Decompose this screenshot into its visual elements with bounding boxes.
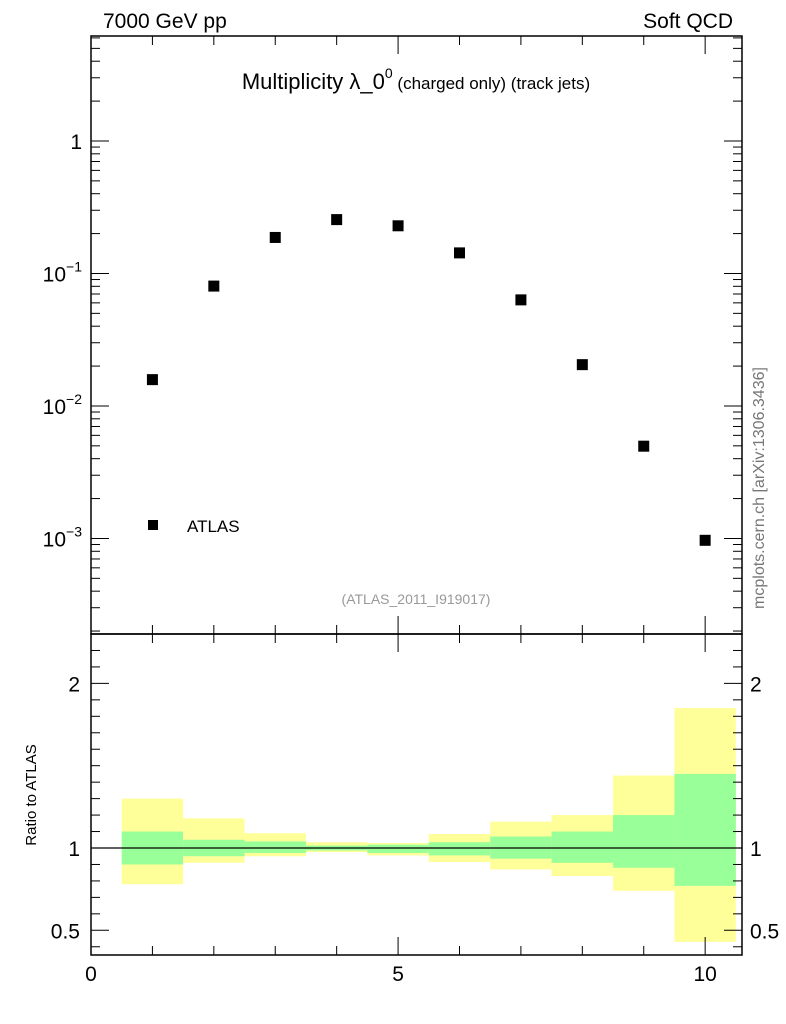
main-y-tick-label: 10−2: [43, 391, 83, 419]
x-tick-label: 10: [693, 963, 716, 986]
stat-uncertainty-band-6: [428, 842, 491, 856]
ratio-y-tick-label-left: 1: [68, 838, 80, 861]
legend-label-atlas: ATLAS: [187, 517, 240, 536]
data-point-2: [208, 280, 220, 292]
data-point-4: [331, 214, 343, 226]
main-y-tick-label: 10−3: [43, 523, 83, 551]
chart-title-main: Multiplicity λ_0: [242, 69, 385, 94]
header-left-label: 7000 GeV pp: [103, 10, 227, 33]
data-point-6: [453, 247, 465, 259]
stat-uncertainty-band-10: [674, 773, 736, 886]
chart-title-sup: 0: [385, 65, 393, 81]
x-tick-label: 0: [85, 963, 97, 986]
ratio-y-tick-label-right: 0.5: [750, 920, 779, 943]
data-point-3: [269, 231, 281, 243]
data-point-8: [576, 359, 588, 371]
data-point-7: [515, 294, 527, 306]
atlas-data-points: [146, 214, 711, 546]
ratio-y-tick-label-right: 1: [750, 838, 762, 861]
main-panel-frame: [90, 35, 743, 635]
ratio-uncertainty-bands: [121, 708, 736, 942]
ratio-y-axis-label: Ratio to ATLAS: [23, 744, 40, 845]
x-tick-label: 5: [392, 963, 404, 986]
source-watermark: mcplots.cern.ch [arXiv:1306.3436]: [751, 367, 768, 609]
ratio-y-tick-label-left: 0.5: [51, 920, 80, 943]
data-point-5: [392, 220, 404, 232]
legend-marker: [148, 520, 158, 530]
chart-title-tail: (charged only) (track jets): [393, 74, 590, 93]
main-axis-ticks: 1 10−1 10−2 10−3: [43, 36, 742, 634]
stat-uncertainty-band-8: [551, 831, 614, 863]
chart-title: Multiplicity λ_00 (charged only) (track …: [242, 65, 590, 94]
analysis-reference: (ATLAS_2011_I919017): [342, 591, 491, 607]
header-right-label: Soft QCD: [643, 10, 733, 33]
ratio-y-tick-label-right: 2: [750, 673, 762, 696]
stat-uncertainty-band-9: [613, 815, 675, 868]
ratio-y-tick-label-left: 2: [68, 673, 80, 696]
data-point-10: [699, 534, 711, 546]
data-point-9: [638, 440, 650, 452]
main-panel: Multiplicity λ_00 (charged only) (track …: [43, 35, 743, 635]
main-y-tick-label: 1: [70, 131, 82, 154]
stat-uncertainty-band-3: [244, 841, 306, 853]
data-point-1: [146, 374, 158, 386]
ratio-panel-frame: [90, 633, 743, 956]
ratio-axis-ticks: 0.5 0.5 1 1 2 2 0 5 10: [51, 634, 779, 986]
stat-uncertainty-band-5: [367, 844, 429, 853]
ratio-panel: 0.5 0.5 1 1 2 2 0 5 10 Ratio to ATLAS: [23, 633, 779, 986]
main-y-tick-label: 10−1: [43, 258, 83, 286]
